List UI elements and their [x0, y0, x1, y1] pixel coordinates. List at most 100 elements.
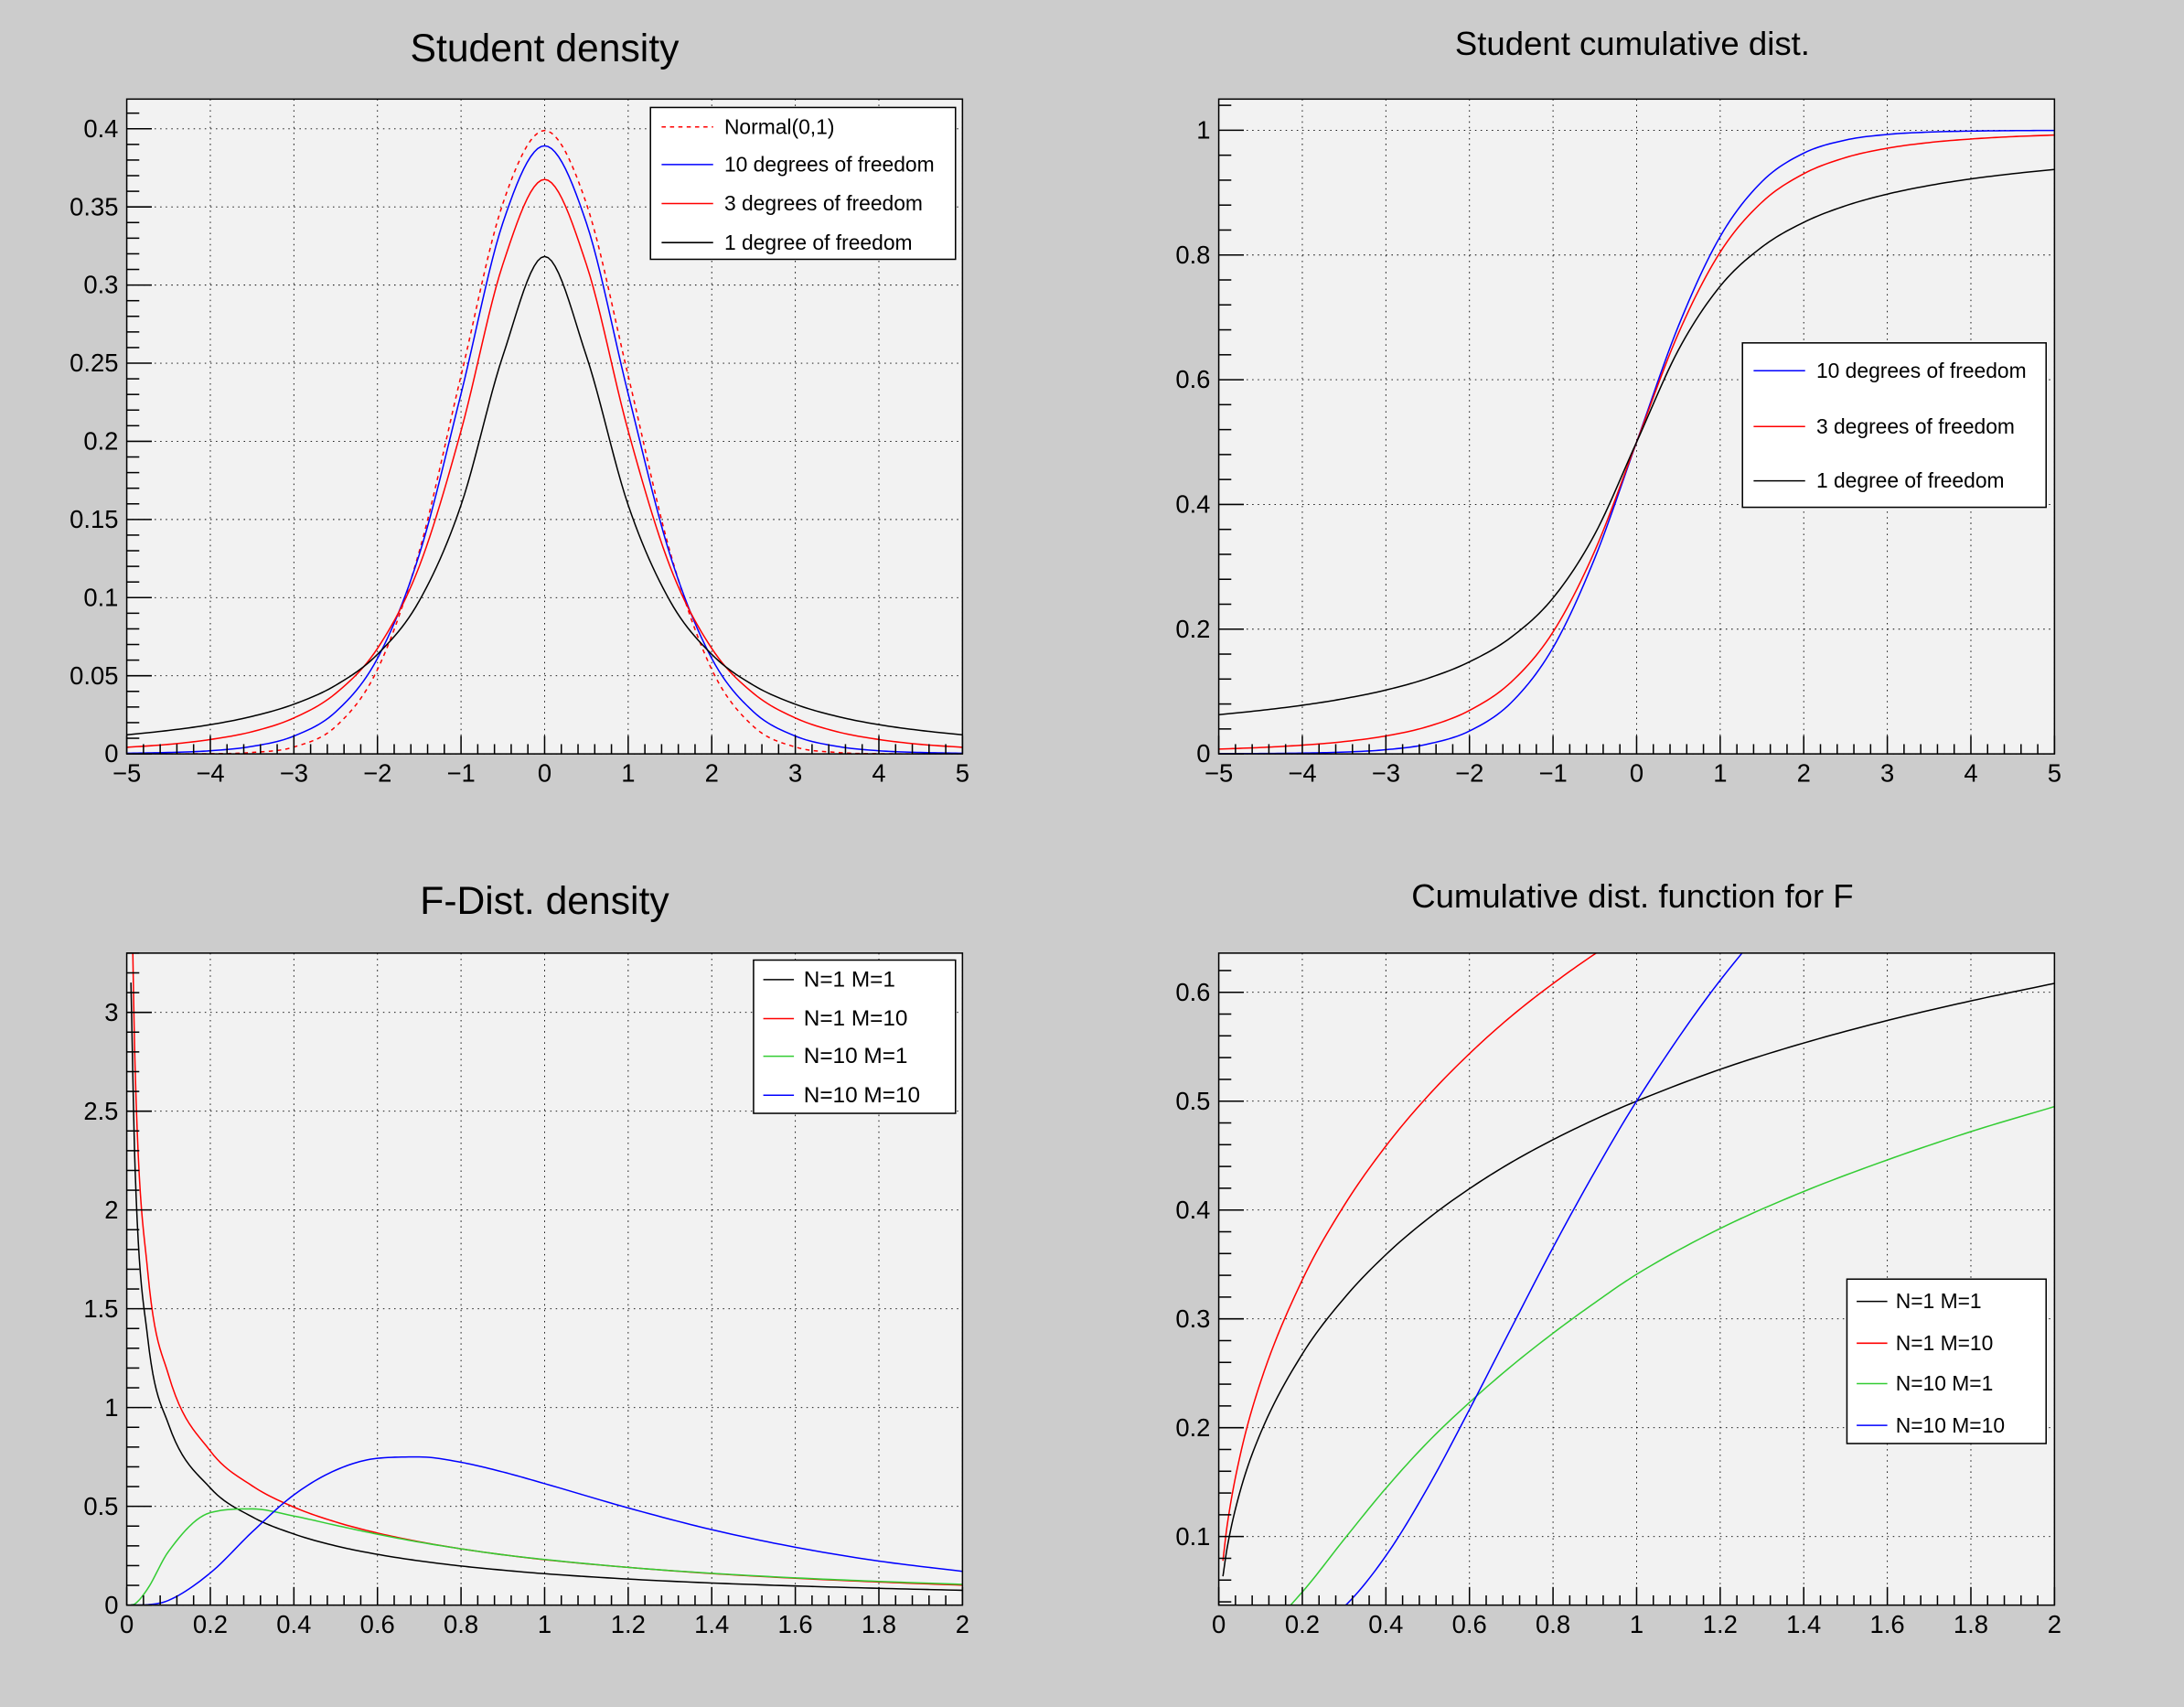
x-tick-label: 2	[956, 1610, 969, 1638]
x-tick-label: 0	[1212, 1610, 1226, 1638]
series-line-4	[131, 1455, 963, 1605]
y-tick-label: 0.2	[83, 427, 118, 456]
x-tick-label: 1	[621, 759, 635, 788]
y-tick-label: 0.6	[1175, 365, 1210, 393]
series-line-4	[126, 255, 963, 736]
x-tick-label: 3	[1880, 759, 1894, 788]
chart-panel-2: Student cumulative dist. −5 −4 −3 −2 −1 0 1 2 3 4 5…	[1175, 25, 2061, 787]
x-tick-label: 1	[1630, 1610, 1643, 1638]
y-tick-label: 0.5	[1175, 1087, 1210, 1115]
chart-title: Student density	[411, 27, 680, 70]
y-tick-label: 0.15	[70, 505, 118, 533]
series-line-2	[126, 145, 963, 755]
series-line-1	[126, 129, 963, 755]
series-line-1	[1222, 982, 2055, 1577]
legend-entry-label: N=10 M=10	[1896, 1413, 2005, 1437]
x-tick-label: 0.6	[1452, 1610, 1487, 1638]
y-tick-label: 0.4	[83, 114, 118, 143]
legend: Normal(0,1) 10 degrees of freedom 3 degree…	[649, 106, 957, 261]
x-tick-label: 2	[705, 759, 719, 788]
series-line-4	[1344, 952, 1743, 1605]
x-tick-label: 0.2	[1285, 1610, 1320, 1638]
x-tick-label: −2	[363, 759, 391, 788]
x-tick-label: 1.4	[694, 1610, 729, 1638]
chart-panel-4: Cumulative dist. function for F 0 0.2 0.4 0.…	[1175, 877, 2061, 1638]
legend: 10 degrees of freedom 3 degrees of freedo…	[1741, 342, 2047, 509]
legend-entry-label: N=10 M=10	[804, 1083, 920, 1108]
y-tick-label: 0.8	[1175, 241, 1210, 269]
x-tick-label: 1.6	[1870, 1610, 1905, 1638]
legend-entry-label: N=1 M=10	[1896, 1331, 1994, 1355]
x-tick-label: 0	[1630, 759, 1643, 788]
legend-entry-label: N=1 M=1	[804, 967, 895, 992]
chart-panel-1: Student density −5 −4 −3 −2 −1 0 1 2 3 4 5 0 0.05 0.1 0…	[70, 27, 969, 788]
y-tick-label: 0.25	[70, 349, 118, 377]
y-tick-label: 1	[1196, 116, 1210, 145]
y-tick-label: 0.05	[70, 661, 118, 690]
legend-entry-label: 1 degree of freedom	[724, 231, 913, 254]
y-tick-label: 0.5	[83, 1492, 118, 1520]
y-tick-label: 0.4	[1175, 490, 1210, 519]
x-tick-label: 1.6	[778, 1610, 813, 1638]
y-tick-label: 0.2	[1175, 615, 1210, 643]
x-tick-label: 3	[788, 759, 802, 788]
legend-box	[649, 106, 957, 261]
x-tick-label: 1.8	[1954, 1610, 1988, 1638]
legend-entry-label: 3 degrees of freedom	[1816, 414, 2015, 438]
x-tick-label: 0	[538, 759, 551, 788]
chart-title: Cumulative dist. function for F	[1411, 877, 1853, 915]
y-tick-label: 0.6	[1175, 978, 1210, 1006]
x-tick-label: 0.6	[360, 1610, 395, 1638]
x-tick-label: −3	[280, 759, 308, 788]
y-tick-label: 0	[1196, 739, 1210, 768]
legend-box	[753, 959, 957, 1114]
y-tick-label: 1.5	[83, 1294, 118, 1323]
x-tick-label: 0.8	[444, 1610, 478, 1638]
y-tick-label: 0.4	[1175, 1196, 1210, 1224]
x-tick-label: 1.8	[862, 1610, 896, 1638]
x-tick-label: 1.4	[1786, 1610, 1821, 1638]
x-tick-label: −1	[446, 759, 475, 788]
y-tick-label: 3	[104, 998, 118, 1026]
series-group	[126, 129, 963, 755]
series-line-3	[126, 178, 963, 748]
x-tick-label: 2	[1797, 759, 1811, 788]
series-line-1	[130, 982, 963, 1592]
series-group	[1222, 952, 2055, 1605]
legend-entry-label: N=1 M=1	[1896, 1289, 1982, 1313]
x-tick-label: 1	[538, 1610, 551, 1638]
series-line-3	[130, 1508, 963, 1605]
series-group	[1218, 129, 2055, 755]
y-tick-label: 0	[104, 739, 118, 768]
x-tick-label: 4	[1964, 759, 1977, 788]
legend-entry-label: 3 degrees of freedom	[724, 191, 923, 215]
x-tick-label: 0.4	[1368, 1610, 1403, 1638]
legend-entry-label: 1 degree of freedom	[1816, 468, 2005, 492]
x-tick-label: 1	[1713, 759, 1727, 788]
legend-entry-label: N=1 M=10	[804, 1006, 908, 1031]
x-tick-label: −1	[1538, 759, 1567, 788]
y-tick-label: 2.5	[83, 1097, 118, 1125]
legend: N=1 M=1 N=1 M=10 N=10 M=1 N=10 M=10	[1846, 1278, 2047, 1444]
legend-box	[1846, 1278, 2047, 1444]
y-tick-label: 0.35	[70, 192, 118, 220]
series-line-3	[1290, 1105, 2055, 1605]
legend-entry-label: N=10 M=1	[804, 1044, 908, 1068]
x-tick-label: 1.2	[1703, 1610, 1738, 1638]
legend-entry-label: Normal(0,1)	[724, 114, 835, 138]
x-tick-label: 4	[872, 759, 885, 788]
x-tick-label: −5	[112, 759, 141, 788]
y-tick-label: 2	[104, 1196, 118, 1224]
x-tick-label: 2	[2048, 1610, 2061, 1638]
x-tick-label: −2	[1455, 759, 1483, 788]
y-tick-label: 0.3	[83, 271, 118, 299]
legend-entry-label: 10 degrees of freedom	[1816, 359, 2027, 382]
x-tick-label: 0.8	[1536, 1610, 1570, 1638]
grid	[1218, 99, 2055, 755]
legend: N=1 M=1 N=1 M=10 N=10 M=1 N=10 M=10	[753, 959, 957, 1114]
x-tick-label: −4	[196, 759, 224, 788]
x-tick-label: 1.2	[611, 1610, 646, 1638]
series-line-2	[1222, 952, 1598, 1562]
y-tick-label: 0.1	[83, 583, 118, 611]
